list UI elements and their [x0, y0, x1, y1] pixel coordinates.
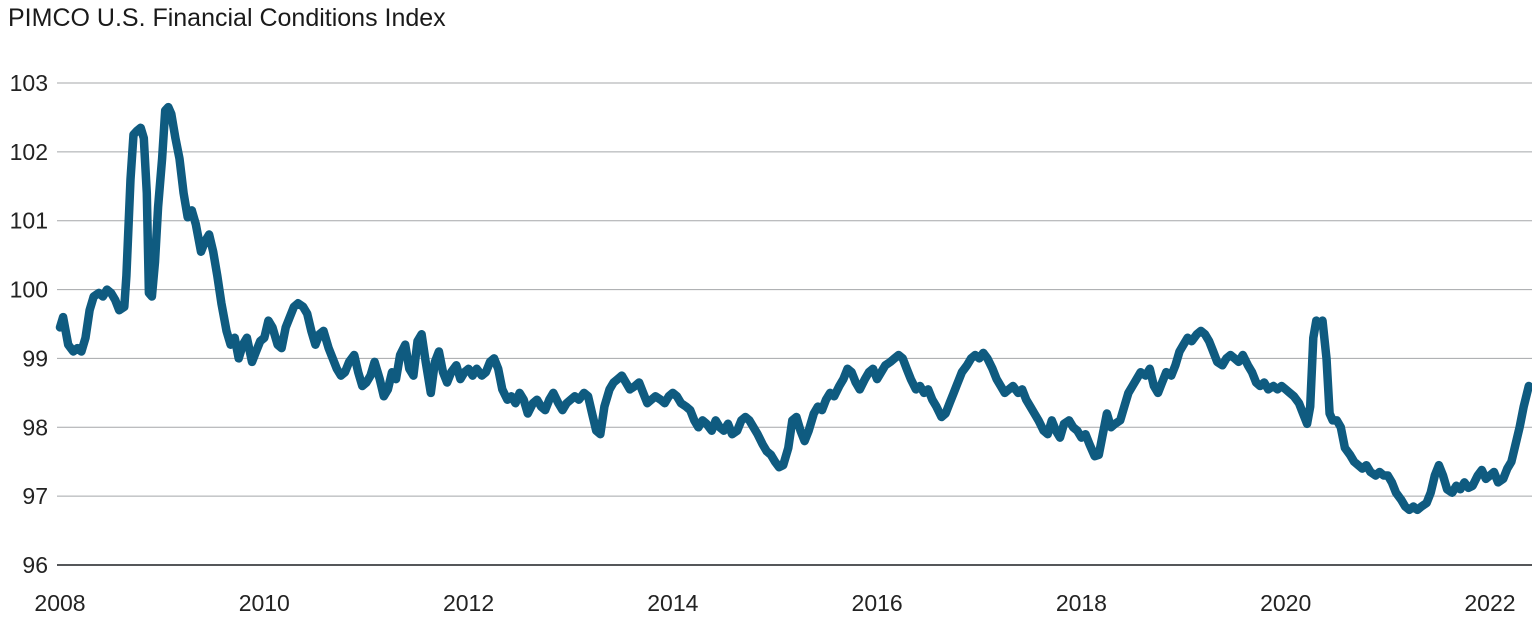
- x-tick-label: 2010: [239, 590, 290, 616]
- y-tick-label: 103: [10, 70, 48, 96]
- x-tick-label: 2014: [647, 590, 698, 616]
- x-tick-label: 2012: [443, 590, 494, 616]
- x-tick-label: 2020: [1260, 590, 1311, 616]
- y-tick-label: 100: [10, 277, 48, 303]
- y-tick-label: 96: [22, 552, 48, 578]
- y-tick-label: 98: [22, 414, 48, 440]
- page-title: PIMCO U.S. Financial Conditions Index: [8, 4, 446, 32]
- y-tick-label: 97: [22, 483, 48, 509]
- x-tick-label: 2016: [852, 590, 903, 616]
- x-tick-label: 2018: [1056, 590, 1107, 616]
- x-tick-label: 2008: [34, 590, 85, 616]
- y-tick-label: 102: [10, 139, 48, 165]
- fci-line-series: [55, 102, 1532, 515]
- x-tick-label: 2022: [1464, 590, 1515, 616]
- y-tick-label: 99: [22, 345, 48, 371]
- y-tick-label: 101: [10, 208, 48, 234]
